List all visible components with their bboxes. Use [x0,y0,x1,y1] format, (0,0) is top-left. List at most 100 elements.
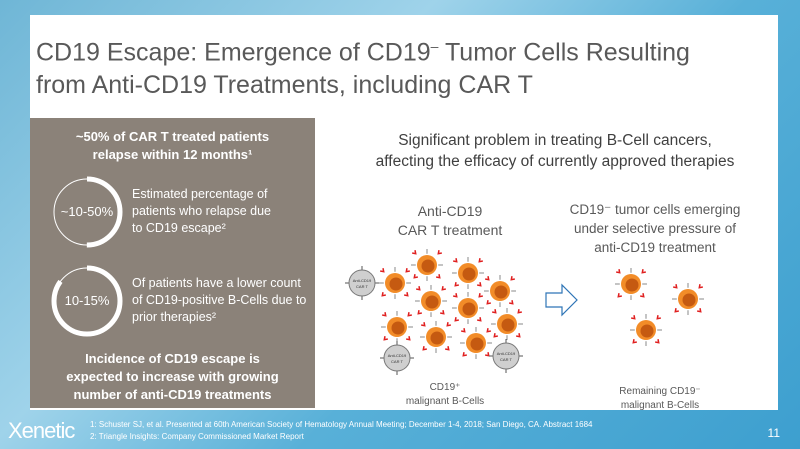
car-t-label: CAR T [356,284,368,289]
car-t-label: CAR T [391,359,403,364]
cd19-receptor [405,268,410,273]
cd19-receptor [422,346,427,351]
cd19-receptor [381,292,386,297]
cd19-receptor [478,293,483,298]
cd19-receptor [382,312,387,317]
cd19-receptor [478,258,483,263]
cd19-receptor [698,284,703,289]
b-cell [672,283,704,315]
stat-ring-1: ~10-50% [51,176,123,248]
b-cell [420,321,452,353]
b-cell [379,267,411,299]
left-label: Anti-CD19 CAR T treatment [380,202,520,240]
cd19-receptor [454,317,459,322]
right-label-line: CD19⁻ tumor cells emerging [569,202,741,217]
b-cell [460,327,492,359]
cd19-receptor [493,333,498,338]
xenetic-logo: Xenetic [8,418,75,443]
left-label-line: Anti-CD19 [417,203,483,219]
ring-fill [51,176,123,248]
stat-text-2: Of patients have a lower count of CD19-p… [132,275,322,326]
panel-footer-line: number of anti-CD19 treatments [73,387,272,402]
b-cell [415,285,447,317]
subtitle-line: affecting the efficacy of currently appr… [375,153,735,170]
cd19-receptor [674,308,679,313]
footnote-2: 2: Triangle Insights: Company Commission… [90,432,304,441]
car-t-label: CAR T [500,357,512,362]
cd19-receptor [412,250,417,255]
title-line2: from Anti-CD19 Treatments, including CAR… [36,71,533,100]
footnote-1: 1: Schuster SJ, et al. Presented at 60th… [90,420,593,429]
stat-text-line: prior therapies² [132,310,217,324]
cd19-receptor [416,286,421,291]
cd19-receptor [655,339,660,344]
cd19-receptor [485,352,490,357]
cd19-receptor [461,328,466,333]
stat-ring-2: 10-15% [51,265,123,337]
cd19-receptor [437,250,442,255]
right-caption-line: Remaining CD19⁻ [619,386,701,397]
cd19-receptor [486,328,491,333]
cd19-receptor [616,269,621,274]
cd19-receptor [421,322,426,327]
panel-header: ~50% of CAR T treated patients relapse w… [30,128,315,164]
cd19-receptor [631,315,636,320]
left-caption-line: malignant B-Cells [405,396,485,407]
cd19-receptor [441,286,446,291]
cd19-receptor [413,274,418,279]
b-cell [630,314,662,346]
b-cell [491,308,523,340]
stat-text-line: of CD19-positive B-Cells due to [132,293,307,307]
car-t-label: Anti-CD19 [353,278,372,283]
cd19-receptor [440,310,445,315]
left-caption: CD19⁺ malignant B-Cells [390,381,500,409]
subtitle: Significant problem in treating B-Cell c… [345,130,765,172]
cd19-receptor [632,339,637,344]
cd19-receptor [697,308,702,313]
left-label-line: CAR T treatment [397,222,503,238]
panel-header-line: relapse within 12 months¹ [92,147,253,162]
subtitle-line: Significant problem in treating B-Cell c… [398,132,712,149]
slide-title: CD19 Escape: Emergence of CD19– Tumor Ce… [36,30,756,102]
panel-footer-line: expected to increase with growing [66,369,279,384]
b-cell [381,311,413,343]
cd19-receptor [446,322,451,327]
right-label: CD19⁻ tumor cells emerging under selecti… [555,200,755,257]
stat-text-1: Estimated percentage of patients who rel… [132,186,322,237]
cd19-receptor [453,293,458,298]
b-cell [484,275,516,307]
cd19-receptor [477,317,482,322]
b-cell [452,292,484,324]
b-cell [615,268,647,300]
right-caption: Remaining CD19⁻ malignant B-Cells [600,385,720,413]
stat-text-line: Estimated percentage of [132,187,268,201]
title-line1: CD19 Escape: Emergence of CD19 [36,38,431,67]
cd19-receptor [453,258,458,263]
cd19-receptor [407,312,412,317]
cd19-receptor [641,269,646,274]
cd19-receptor [406,336,411,341]
cd19-receptor [617,293,622,298]
cd19-receptor [436,274,441,279]
cd19-receptor [509,300,514,305]
cd19-receptor [462,352,467,357]
title-line1-end: Tumor Cells Resulting [438,38,690,67]
left-caption-line: CD19⁺ [429,382,461,393]
cd19-receptor [673,284,678,289]
panel-header-line: ~50% of CAR T treated patients [75,129,270,144]
stat-text-line: Of patients have a lower count [132,276,301,290]
cd19-receptor [486,300,491,305]
cd19-receptor [510,276,515,281]
panel-footer: Incidence of CD19 escape is expected to … [30,350,315,404]
cd19-receptor [640,293,645,298]
stat-text-line: to CD19 escape² [132,221,226,235]
cd19-receptor [485,276,490,281]
cd19-receptor [445,346,450,351]
stat-text-line: patients who relapse due [132,204,271,218]
b-cell [452,257,484,289]
arrow-right-icon [545,283,578,317]
cd19-receptor [417,310,422,315]
panel-footer-line: Incidence of CD19 escape is [85,351,260,366]
